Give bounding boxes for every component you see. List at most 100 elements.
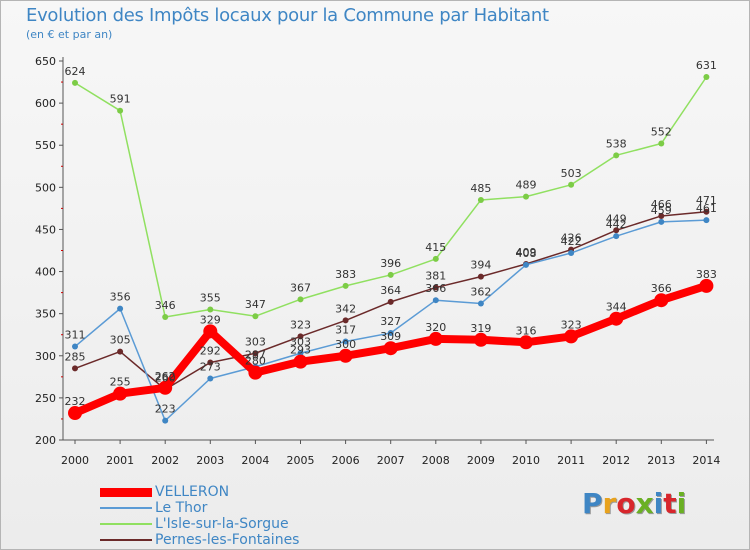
x-tick-label: 2009 [467, 454, 495, 467]
data-point-l-isle-sur-la-sorgue [523, 193, 529, 200]
chart-subtitle: (en € et par an) [26, 28, 113, 41]
x-tick-label: 2012 [602, 454, 630, 467]
data-point-l-isle-sur-la-sorgue [432, 255, 439, 262]
data-point-le-thor [207, 375, 214, 382]
data-point-l-isle-sur-la-sorgue [703, 74, 710, 81]
data-point-l-isle-sur-la-sorgue [162, 314, 169, 321]
data-label-velleron: 319 [470, 322, 491, 335]
data-label-l-isle-sur-la-sorgue: 347 [245, 298, 266, 311]
data-point-le-thor [162, 417, 169, 424]
legend-label: L'Isle-sur-la-Sorgue [155, 516, 289, 532]
logo-letter: P [582, 487, 603, 520]
data-point-velleron [564, 329, 579, 344]
x-tick-label: 2000 [61, 454, 89, 467]
data-point-velleron [699, 278, 714, 293]
data-point-pernes-les-fontaines [252, 350, 259, 357]
y-tick-label: 500 [35, 181, 56, 194]
legend-swatch [100, 539, 152, 541]
y-tick-label: 650 [35, 55, 56, 68]
data-point-l-isle-sur-la-sorgue [252, 313, 259, 320]
axes: 200 250 300 350 400 450 500 550 600 650 2000 2001 20… [35, 55, 720, 467]
data-point-velleron [203, 324, 218, 339]
data-point-l-isle-sur-la-sorgue [613, 152, 620, 159]
legend-item-le-thor: Le Thor [100, 500, 360, 516]
data-point-velleron [68, 406, 82, 421]
x-tick-label: 2001 [106, 454, 134, 467]
logo-letter: x [635, 487, 654, 520]
data-label-velleron: 300 [335, 338, 356, 351]
data-label-l-isle-sur-la-sorgue: 383 [335, 268, 356, 281]
data-label-l-isle-sur-la-sorgue: 489 [516, 179, 537, 192]
data-point-le-thor [72, 343, 78, 350]
data-label-pernes-les-fontaines: 409 [516, 246, 537, 259]
data-point-le-thor [658, 218, 665, 225]
data-label-le-thor: 311 [65, 329, 86, 342]
x-tick-label: 2013 [647, 454, 675, 467]
data-label-pernes-les-fontaines: 381 [425, 270, 446, 283]
data-label-velleron: 344 [606, 301, 627, 314]
x-tick-label: 2011 [557, 454, 585, 467]
data-label-l-isle-sur-la-sorgue: 396 [380, 257, 401, 270]
series-layer [68, 74, 714, 424]
data-point-l-isle-sur-la-sorgue [387, 271, 394, 278]
legend-item-pernes-les-fontaines: Pernes-les-Fontaines [100, 532, 360, 548]
data-point-l-isle-sur-la-sorgue [477, 196, 484, 203]
data-label-le-thor: 362 [470, 286, 491, 299]
data-label-velleron: 255 [110, 376, 131, 389]
x-tick-label: 2003 [196, 454, 224, 467]
data-point-l-isle-sur-la-sorgue [117, 107, 124, 114]
data-label-pernes-les-fontaines: 305 [110, 334, 131, 347]
x-tick-label: 2008 [422, 454, 450, 467]
data-label-velleron: 293 [290, 344, 311, 357]
x-tick-label: 2010 [512, 454, 540, 467]
data-label-l-isle-sur-la-sorgue: 591 [110, 93, 131, 106]
data-label-velleron: 323 [561, 318, 582, 331]
data-label-pernes-les-fontaines: 426 [561, 232, 582, 245]
y-tick-label: 350 [35, 308, 56, 321]
data-point-velleron [113, 386, 128, 401]
legend-swatch [100, 507, 152, 509]
data-label-le-thor: 459 [651, 204, 672, 217]
data-labels-layer: 624 591 346 355 347 367 383 396 415 485 489 503 538 5… [65, 59, 717, 416]
data-point-l-isle-sur-la-sorgue [207, 306, 214, 313]
data-label-velleron: 232 [65, 395, 86, 408]
legend-swatch [100, 523, 152, 525]
data-point-velleron [654, 293, 669, 308]
data-point-pernes-les-fontaines [703, 208, 710, 215]
legend-swatch [100, 488, 152, 497]
data-point-pernes-les-fontaines [342, 317, 349, 324]
logo-letter: r [602, 487, 617, 520]
data-point-le-thor [613, 233, 620, 240]
data-point-pernes-les-fontaines [477, 273, 484, 280]
data-label-velleron: 329 [200, 313, 221, 326]
data-point-le-thor [342, 338, 349, 345]
data-point-velleron [158, 380, 173, 395]
data-label-velleron: 316 [516, 324, 537, 337]
legend-item-l-isle-sur-la-sorgue: L'Isle-sur-la-Sorgue [100, 516, 360, 532]
logo-letter: i [653, 487, 664, 520]
x-tick-label: 2014 [692, 454, 720, 467]
data-label-le-thor: 442 [606, 218, 627, 231]
data-point-pernes-les-fontaines [658, 212, 665, 219]
data-point-l-isle-sur-la-sorgue [342, 282, 349, 289]
x-tick-label: 2004 [241, 454, 269, 467]
data-point-l-isle-sur-la-sorgue [297, 296, 304, 303]
y-tick-label: 250 [35, 392, 56, 405]
data-point-le-thor [523, 261, 529, 268]
data-label-pernes-les-fontaines: 364 [380, 284, 401, 297]
data-point-le-thor [568, 250, 575, 257]
logo-letter: t [663, 487, 677, 520]
data-label-le-thor: 273 [200, 361, 221, 374]
data-label-pernes-les-fontaines: 323 [290, 318, 311, 331]
data-label-velleron: 309 [380, 330, 401, 343]
data-label-velleron: 280 [245, 355, 266, 368]
data-label-l-isle-sur-la-sorgue: 367 [290, 281, 311, 294]
data-label-pernes-les-fontaines: 449 [606, 212, 627, 225]
y-tick-label: 400 [35, 266, 56, 279]
legend-label: Le Thor [155, 500, 208, 516]
data-point-le-thor [703, 217, 710, 224]
data-label-le-thor: 223 [155, 403, 176, 416]
data-point-l-isle-sur-la-sorgue [658, 140, 665, 147]
data-point-velleron [428, 331, 443, 346]
